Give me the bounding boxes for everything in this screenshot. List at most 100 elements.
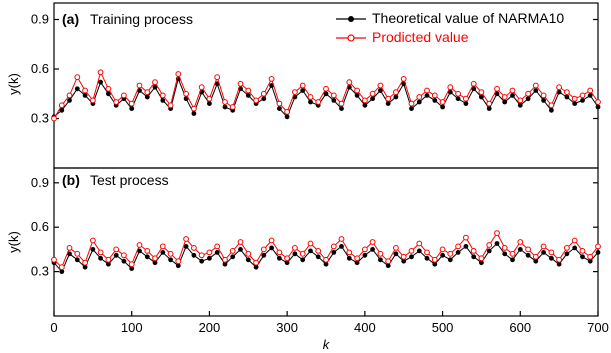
panel-title-a: Training process [90,11,193,27]
point-b-0-64 [549,255,554,261]
point-a-1-55 [478,89,485,95]
point-b-0-59 [510,257,515,263]
point-a-1-41 [369,90,376,97]
point-a-1-38 [346,79,353,86]
point-b-0-67 [572,245,578,251]
point-b-0-50 [440,252,445,258]
point-a-1-23 [229,104,236,110]
point-a-1-36 [330,92,337,99]
point-b-1-27 [260,246,267,253]
point-a-0-69 [587,93,593,98]
point-a-0-32 [300,88,306,93]
point-a-1-37 [338,100,345,107]
point-a-1-40 [362,97,368,104]
point-b-0-11 [137,248,142,254]
point-b-1-23 [229,248,236,254]
point-a-0-54 [471,86,477,92]
point-b-0-45 [401,258,407,264]
point-b-0-19 [199,258,205,264]
point-b-1-2 [66,245,73,251]
point-b-1-70 [595,243,601,250]
point-b-0-37 [339,244,344,249]
point-a-0-57 [494,91,500,97]
point-a-1-0 [51,115,57,122]
point-b-1-61 [525,246,531,253]
panel-test: 0.3 0.6 0.9 0 100 200 300 400 500 600 700 (b) Tes… [6,167,609,352]
point-b-1-29 [276,249,283,256]
point-b-0-36 [331,250,337,255]
point-b-1-40 [362,246,368,253]
point-a-1-32 [299,82,306,89]
point-a-1-48 [424,87,430,94]
point-a-1-47 [416,94,423,100]
point-b-1-8 [113,246,120,253]
point-a-1-58 [501,94,508,100]
point-a-0-47 [416,99,422,105]
point-b-1-62 [532,253,539,260]
point-a-1-45 [400,76,407,82]
point-a-0-70 [595,104,601,110]
point-b-1-68 [579,248,586,254]
point-a-0-27 [261,96,267,102]
point-b-0-30 [284,260,290,266]
point-b-0-8 [113,252,119,258]
x-tick-label-1: 100 [121,320,143,335]
series-group-b [51,230,601,274]
point-b-1-7 [105,256,112,263]
point-b-1-18 [191,245,197,251]
legend: Theoretical value of NARMA10 Prodicted v… [336,10,564,45]
x-tick-label-0: 0 [50,320,57,335]
point-a-0-50 [440,104,445,110]
point-a-1-6 [97,69,104,76]
point-a-0-20 [207,101,212,106]
point-a-0-60 [517,102,523,108]
panel-label-b: (b) [62,172,80,188]
point-b-1-69 [587,253,594,260]
point-b-0-26 [253,264,259,270]
point-a-1-11 [136,82,143,89]
series-line-a-0 [53,77,599,118]
point-b-0-58 [502,251,508,257]
point-a-1-17 [183,90,190,97]
point-b-0-38 [346,255,352,261]
point-b-1-16 [175,258,182,265]
point-b-0-55 [479,260,484,266]
point-a-1-69 [587,87,594,94]
point-a-1-2 [66,92,73,99]
point-a-0-62 [533,88,539,93]
y-axis-label-a: y(k) [6,73,21,95]
point-a-0-40 [362,102,368,108]
point-a-0-36 [331,98,337,103]
point-b-1-33 [307,240,314,247]
point-b-1-17 [183,236,190,242]
point-b-0-7 [106,261,111,267]
point-b-0-60 [517,247,523,252]
panel-title-b: Test process [90,172,169,188]
point-a-0-48 [424,93,430,98]
point-a-1-15 [167,102,174,109]
point-a-1-50 [439,99,446,105]
y-tick-label-a-0: 0.3 [31,111,49,126]
point-b-1-3 [74,250,81,257]
point-b-1-55 [478,255,485,262]
point-b-1-36 [330,243,337,250]
point-a-0-55 [479,94,484,100]
point-b-1-13 [152,255,158,262]
point-b-1-53 [463,234,469,241]
point-a-0-4 [82,93,88,98]
y-axis-ticks-b: 0.3 0.6 0.9 [31,175,598,279]
point-a-1-19 [198,84,205,91]
point-a-1-68 [579,92,586,99]
point-a-1-22 [222,99,228,105]
legend-entry-theoretical: Theoretical value of NARMA10 [336,10,564,26]
x-tick-label-7: 700 [587,320,609,335]
point-b-1-11 [136,242,143,248]
point-a-1-34 [315,99,322,105]
point-a-0-46 [409,106,414,111]
point-b-1-38 [346,249,353,256]
point-b-1-5 [90,237,96,244]
point-b-1-31 [292,245,298,251]
point-b-1-22 [222,256,228,263]
point-a-1-25 [245,87,252,94]
point-a-0-63 [541,98,546,103]
